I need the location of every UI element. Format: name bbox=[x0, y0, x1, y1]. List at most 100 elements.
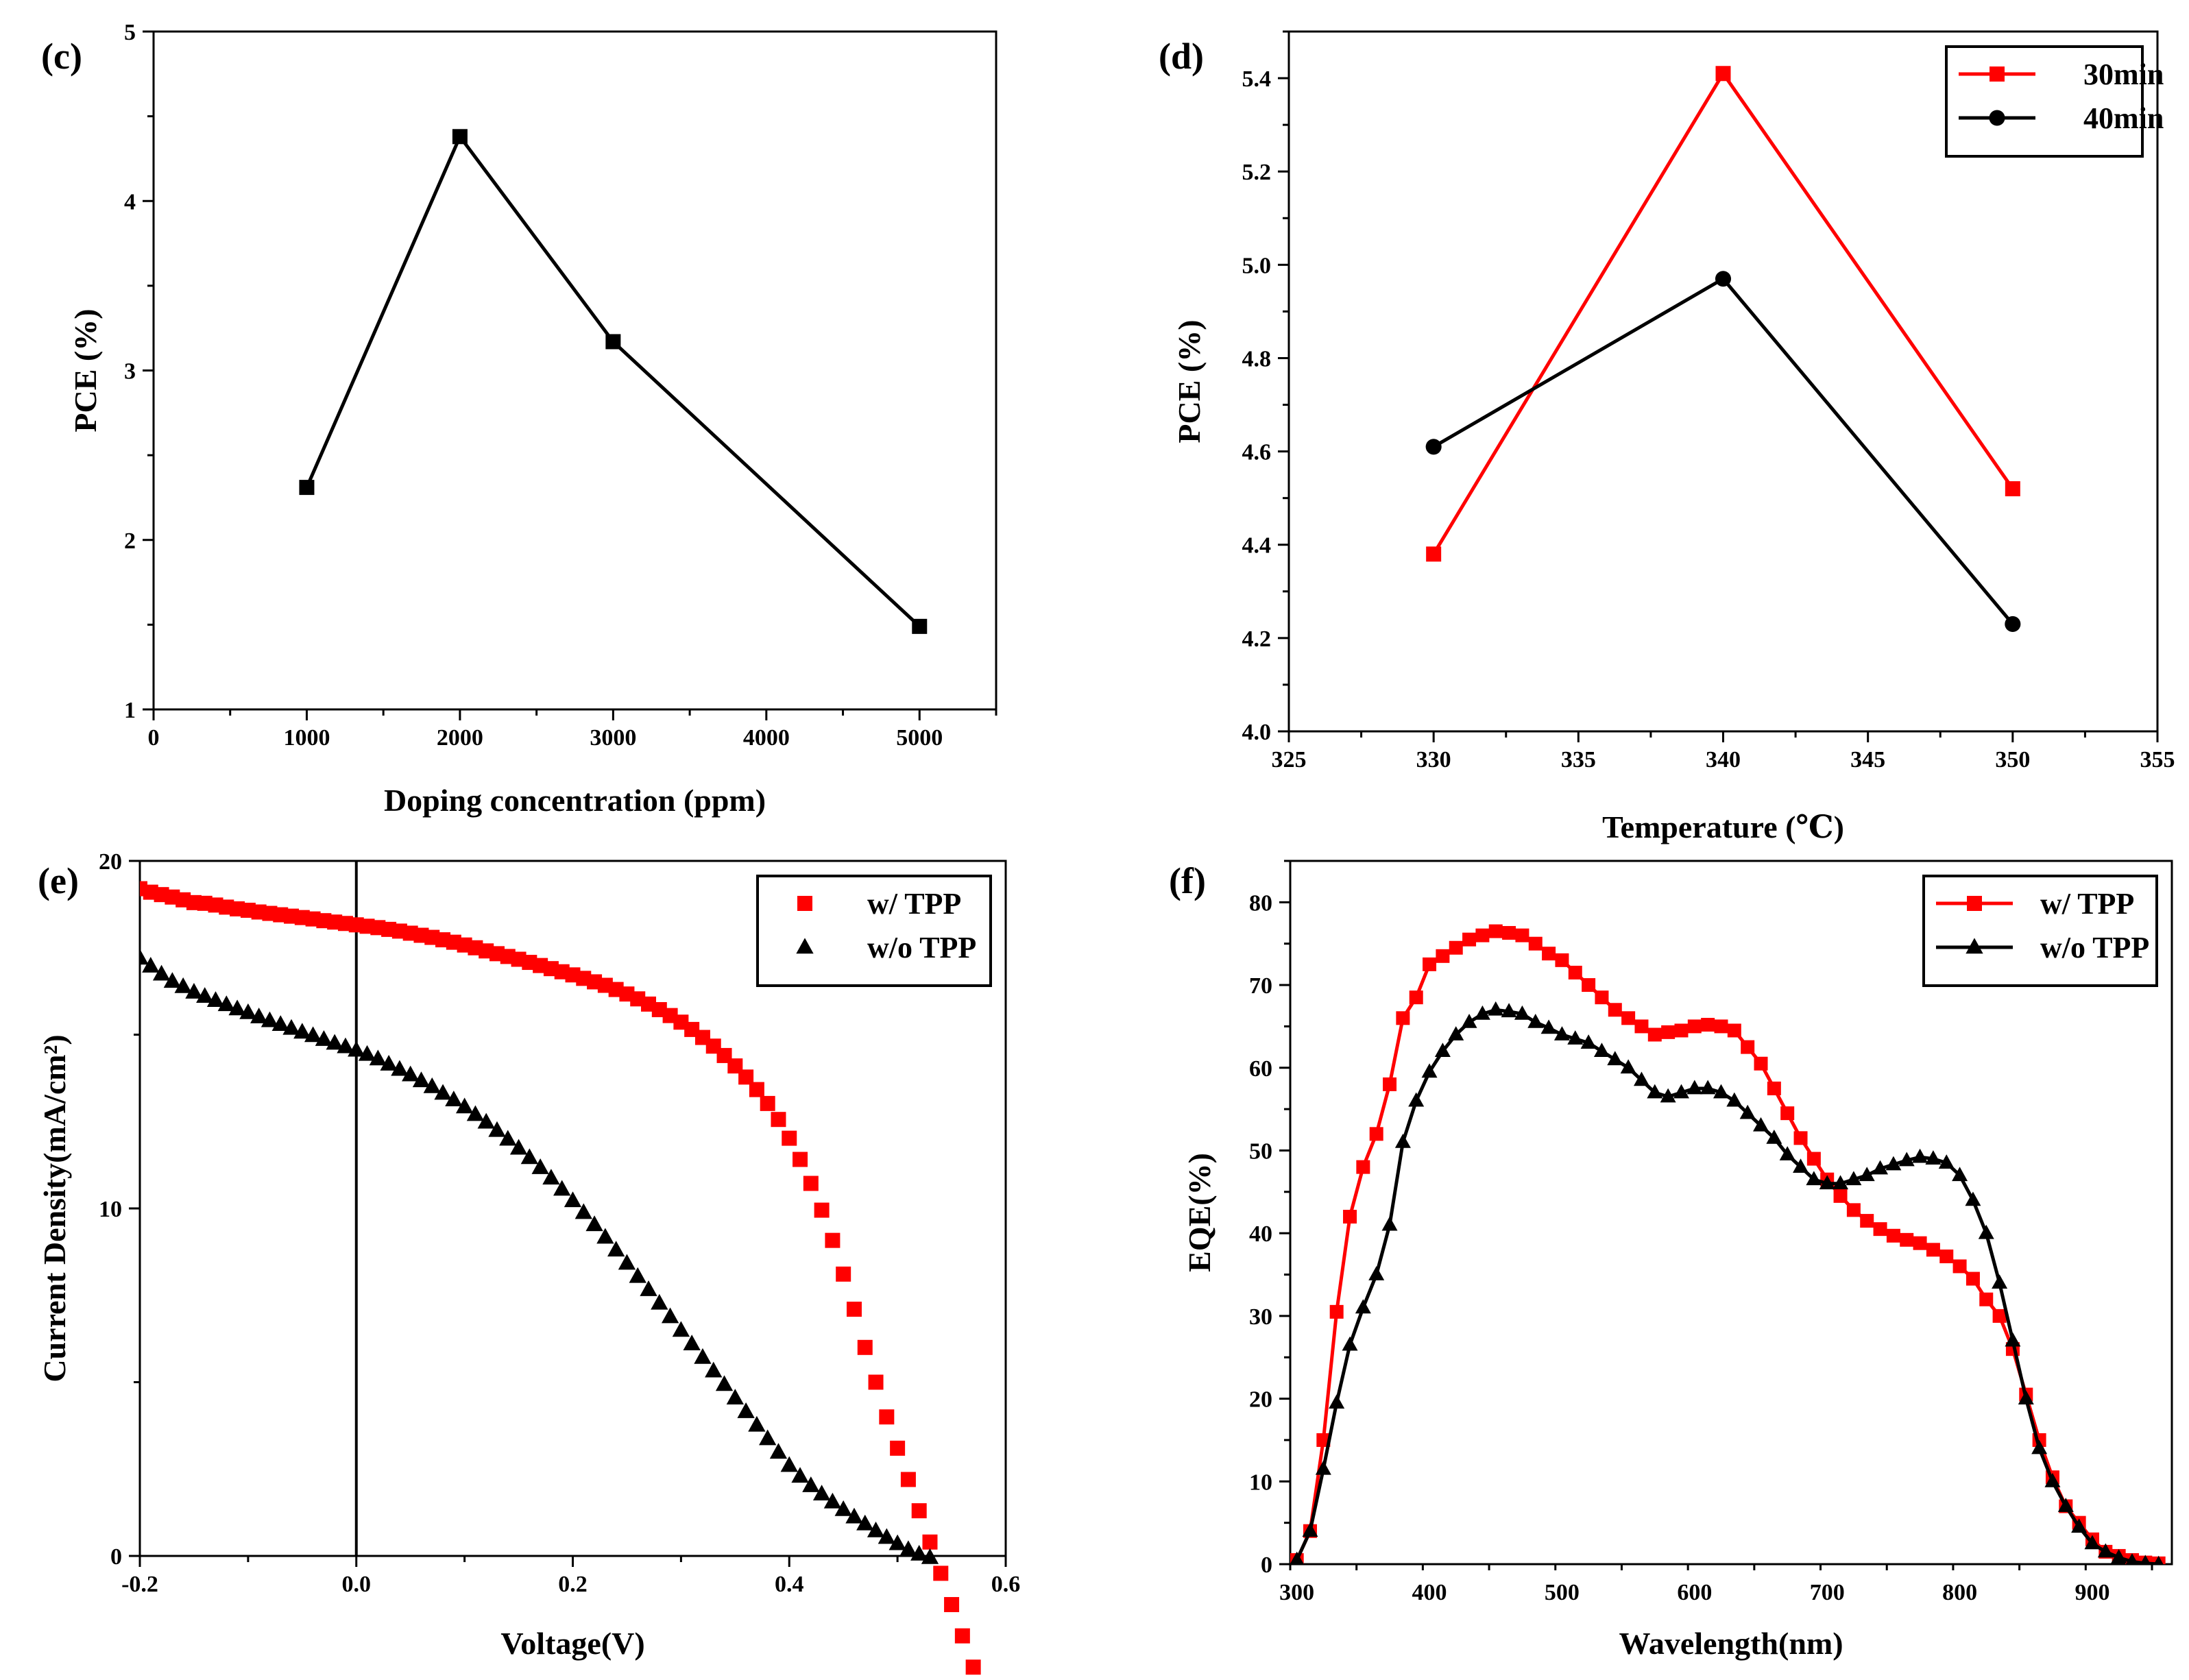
data-point bbox=[2005, 1332, 2021, 1347]
legend: w/ TPP w/o TPP bbox=[1922, 875, 2158, 987]
data-point bbox=[1408, 1092, 1425, 1107]
series-line bbox=[1432, 70, 2014, 555]
data-point bbox=[933, 1566, 949, 1581]
data-point bbox=[878, 1528, 895, 1544]
series-pce bbox=[299, 129, 928, 634]
data-point bbox=[1992, 1274, 2008, 1289]
data-point bbox=[1754, 1056, 1768, 1071]
data-point bbox=[1329, 1304, 1344, 1319]
data-point bbox=[1686, 1080, 1703, 1095]
data-point bbox=[1925, 1150, 1942, 1165]
x-tick-label: 340 bbox=[1706, 747, 1741, 772]
data-point bbox=[542, 1169, 560, 1185]
data-point bbox=[1355, 1299, 1371, 1314]
data-point bbox=[1701, 1017, 1715, 1032]
data-point bbox=[1859, 1167, 1875, 1182]
x-axis-title: Wavelength(nm) bbox=[1619, 1626, 1843, 1661]
data-point bbox=[890, 1440, 906, 1456]
data-point bbox=[163, 972, 182, 988]
y-tick-label: 4.8 bbox=[1242, 346, 1272, 372]
data-point bbox=[2031, 1439, 2048, 1454]
legend-marker bbox=[1967, 896, 1982, 911]
data-point bbox=[836, 1266, 851, 1282]
data-point bbox=[1302, 1522, 1318, 1537]
data-point bbox=[1965, 1191, 1981, 1206]
legend-marker bbox=[796, 938, 814, 954]
data-point bbox=[780, 1456, 798, 1472]
data-point bbox=[1793, 1131, 1808, 1145]
data-point bbox=[683, 1335, 701, 1350]
data-point bbox=[1647, 1027, 1662, 1042]
x-tick-label: 700 bbox=[1810, 1580, 1845, 1605]
data-point bbox=[1555, 953, 1569, 967]
data-point bbox=[315, 1030, 333, 1046]
data-point bbox=[1966, 1271, 1980, 1286]
data-point bbox=[2084, 1535, 2101, 1550]
y-tick-label: 5 bbox=[124, 20, 136, 45]
data-point bbox=[271, 1015, 289, 1032]
data-point bbox=[434, 1084, 452, 1100]
data-point bbox=[1727, 1023, 1741, 1038]
y-axis-title: PCE (%) bbox=[1172, 319, 1207, 443]
data-point bbox=[1621, 1011, 1636, 1025]
panel-e: -0.2 0.0 0.2 0.4 0.6 0 10 20 Voltage(V) Current D… bbox=[37, 849, 1021, 1675]
data-point bbox=[694, 1348, 712, 1364]
x-tick-label: 0.6 bbox=[991, 1572, 1021, 1597]
data-point bbox=[531, 1158, 549, 1174]
legend-marker bbox=[1990, 66, 2005, 82]
data-point bbox=[1607, 1051, 1623, 1066]
data-point bbox=[1700, 1080, 1716, 1095]
data-point bbox=[954, 1628, 970, 1644]
data-point bbox=[769, 1443, 788, 1459]
data-point bbox=[867, 1521, 885, 1537]
data-point bbox=[1423, 957, 1437, 971]
y-tick-label: 1 bbox=[124, 698, 136, 723]
data-point bbox=[1846, 1203, 1861, 1217]
data-point bbox=[2057, 1498, 2074, 1512]
data-point bbox=[912, 618, 928, 634]
data-point bbox=[1939, 1249, 1954, 1263]
data-point bbox=[738, 1069, 754, 1085]
data-point bbox=[749, 1082, 764, 1097]
data-point bbox=[1421, 1063, 1438, 1078]
data-point bbox=[466, 1105, 485, 1121]
data-point bbox=[1449, 940, 1463, 955]
y-tick-label: 20 bbox=[99, 849, 122, 875]
data-point bbox=[782, 1130, 797, 1146]
data-point bbox=[217, 995, 235, 1012]
data-point bbox=[1553, 1026, 1570, 1040]
data-point bbox=[1766, 1129, 1782, 1144]
data-point bbox=[1978, 1224, 1994, 1239]
data-point bbox=[1819, 1175, 1835, 1190]
data-point bbox=[661, 1307, 679, 1324]
legend-entry: w/ TPP bbox=[867, 887, 961, 921]
data-point bbox=[1567, 1030, 1584, 1045]
data-point bbox=[1383, 1077, 1397, 1091]
data-point bbox=[299, 480, 315, 496]
x-tick-label: 325 bbox=[1272, 747, 1307, 772]
data-point bbox=[152, 964, 171, 981]
data-point bbox=[2097, 1543, 2114, 1558]
y-tick-label: 30 bbox=[1249, 1304, 1272, 1330]
data-point bbox=[1687, 1019, 1702, 1034]
data-point bbox=[640, 1280, 657, 1296]
data-point bbox=[585, 1215, 603, 1232]
data-point bbox=[1900, 1232, 1914, 1247]
data-point bbox=[1593, 1043, 1610, 1058]
data-point bbox=[1608, 1003, 1622, 1017]
x-tick-label: 600 bbox=[1677, 1580, 1712, 1605]
data-point bbox=[651, 1293, 668, 1310]
data-point bbox=[812, 1485, 831, 1500]
data-point bbox=[455, 1097, 474, 1114]
y-tick-label: 5.4 bbox=[1242, 66, 1272, 92]
x-axis-title: Doping concentration (ppm) bbox=[384, 783, 766, 818]
data-point bbox=[1434, 1043, 1451, 1058]
data-point bbox=[607, 1241, 625, 1257]
plot-frame bbox=[152, 30, 997, 711]
data-point bbox=[1952, 1167, 1968, 1182]
data-point bbox=[1542, 947, 1556, 961]
data-point bbox=[1409, 990, 1423, 1005]
data-point bbox=[196, 987, 214, 1003]
data-point bbox=[142, 956, 160, 973]
x-tick-label: 350 bbox=[1995, 747, 2030, 772]
